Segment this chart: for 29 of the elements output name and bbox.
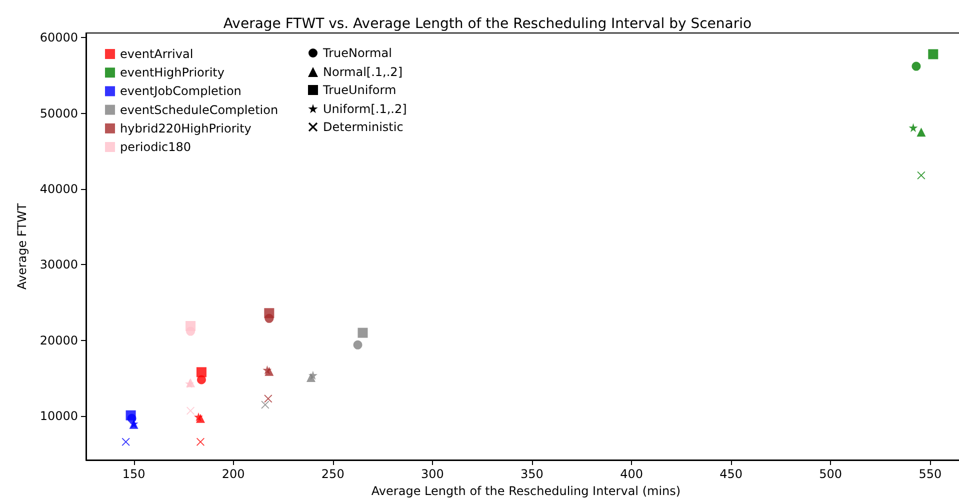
y-tick-label: 10000 [40,409,78,424]
x-tick-label: 350 [520,467,544,481]
x-tick-label: 250 [321,467,344,481]
legend-label: eventJobCompletion [120,84,242,98]
legend-label: eventHighPriority [120,66,224,80]
x-tick-label: 450 [720,467,743,481]
y-tick-label: 30000 [40,258,78,272]
annotation: TrueNormal [323,46,392,60]
legend-label: hybrid220HighPriority [120,121,252,136]
annotation: Uniform[.1,.2] [323,102,407,116]
x-tick-label: 400 [620,467,643,481]
y-axis-title: Average FTWT [15,202,29,290]
y-tick-label: 40000 [40,182,78,196]
chart-title: Average FTWT vs. Average Length of the Rescheduling Interval by Scenario [223,16,752,32]
x-tick-label: 200 [222,467,245,481]
x-tick-label: 150 [122,467,146,481]
x-tick-label: 550 [918,467,942,481]
legend-label: periodic180 [120,140,192,154]
x-tick-label: 300 [420,467,444,481]
annotation: Normal[.1,.2] [323,64,402,79]
legend-label: eventArrival [120,47,194,61]
y-tick-label: 50000 [40,106,78,120]
y-tick-label: 20000 [40,333,78,348]
x-tick-label: 500 [819,467,842,481]
annotation: TrueUniform [323,83,396,98]
y-tick-label: 60000 [40,30,78,45]
legend-label: eventScheduleCompletion [120,102,278,117]
x-axis-title: Average Length of the Rescheduling Interval (mins) [371,484,681,498]
annotation: Deterministic [323,120,404,134]
